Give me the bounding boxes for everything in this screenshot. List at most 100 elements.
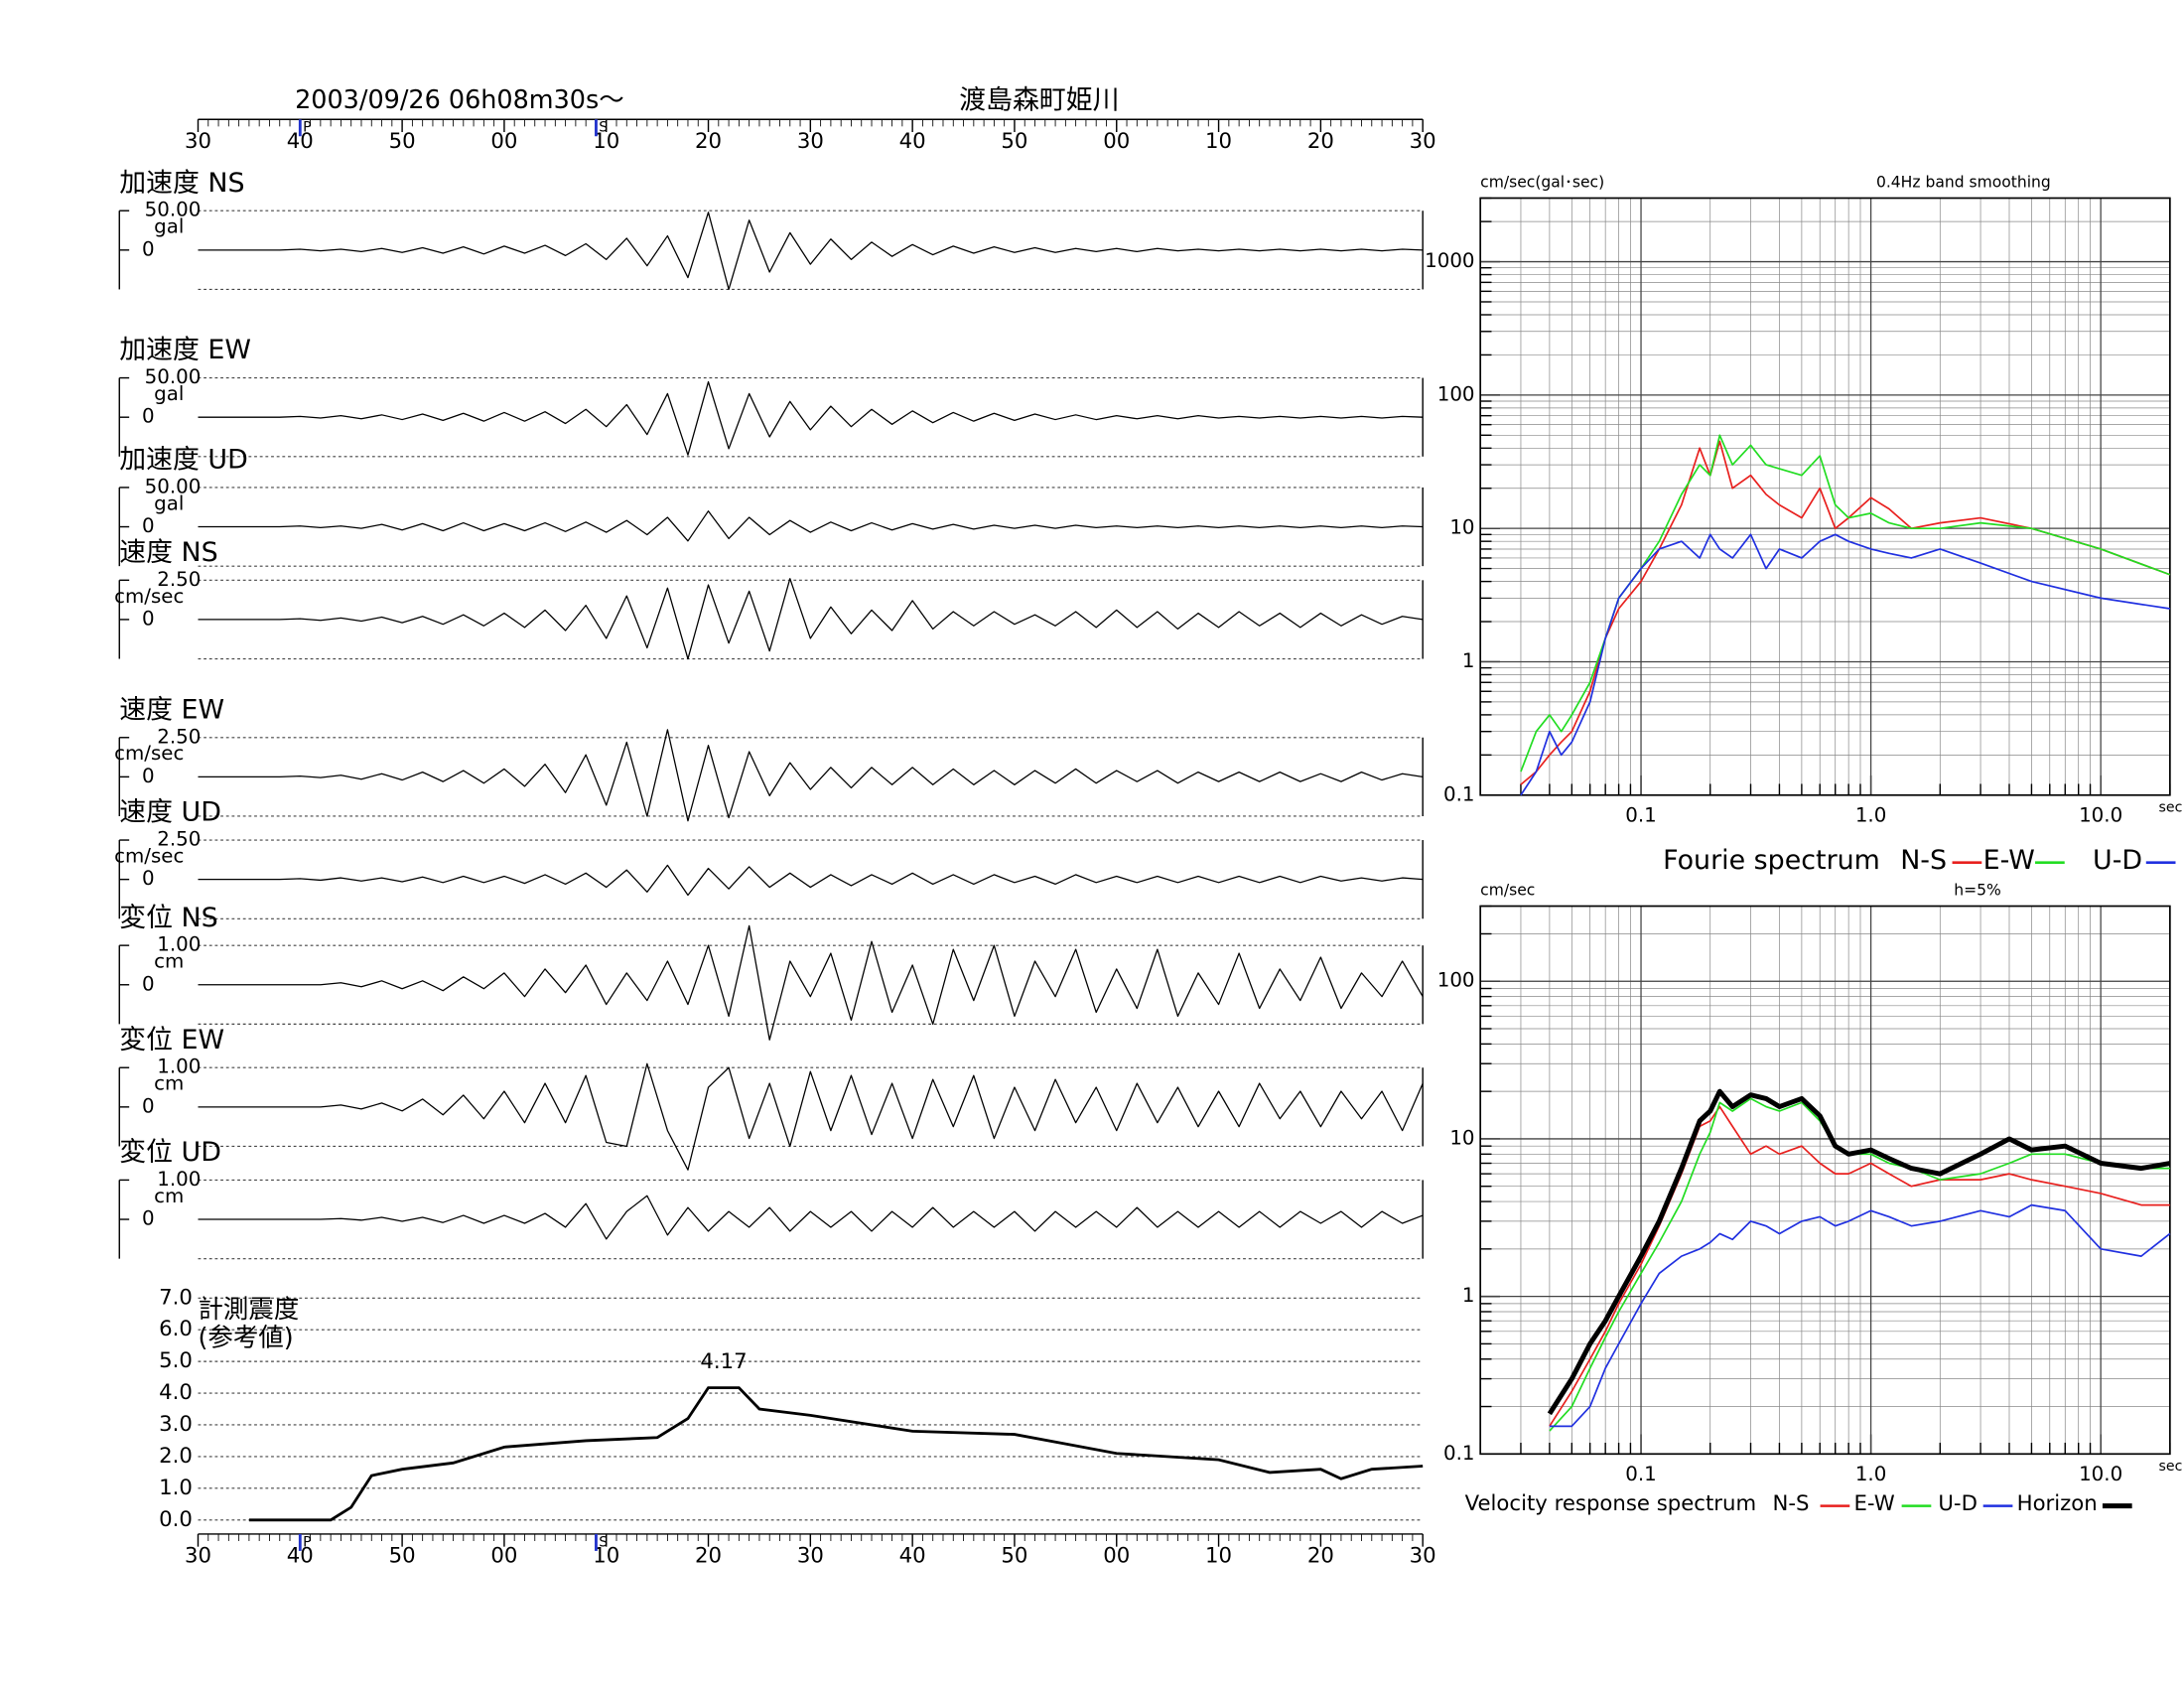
panel-tick-label: 0 [142, 514, 155, 537]
record-title: 2003/09/26 06h08m30s〜 [295, 85, 624, 115]
time-tick-label: 50 [1001, 1544, 1027, 1569]
phase-label: P [303, 120, 312, 136]
y-tick-label: 1 [1462, 1284, 1475, 1307]
x-tick-label: 0.1 [1625, 1463, 1656, 1485]
panel-unit: cm [154, 1072, 184, 1095]
y-tick-label: 7.0 [159, 1285, 193, 1310]
intensity-line [248, 1386, 1424, 1522]
time-tick-label: 30 [185, 129, 211, 154]
plot-frame [1479, 197, 2171, 796]
panel-name: 変位 EW [119, 1025, 224, 1055]
time-tick-label: 20 [1307, 1544, 1334, 1569]
panel-tick-label: 0 [142, 607, 155, 630]
time-tick-label: 10 [1205, 1544, 1232, 1569]
time-tick-label: 50 [1001, 129, 1027, 154]
spectrum-line [1547, 1088, 2171, 1416]
y-tick-label: 2.0 [159, 1444, 193, 1469]
time-tick-label: 30 [185, 1544, 211, 1569]
x-tick-label: 1.0 [1855, 1463, 1886, 1485]
waveform [198, 924, 1424, 1041]
time-tick-label: 50 [389, 129, 416, 154]
y-tick-label: 10 [1449, 516, 1474, 539]
waveform [198, 1062, 1424, 1171]
panel-unit: cm [154, 1185, 184, 1207]
x-tick-label: 10.0 [2079, 803, 2122, 826]
y-axis-label: cm/sec(gal･sec) [1480, 173, 1604, 191]
panel-tick-label: 0 [142, 972, 155, 995]
x-tick-label: 10.0 [2079, 1463, 2122, 1485]
time-tick-label: 00 [1103, 1544, 1130, 1569]
x-tick-label: 0.1 [1625, 803, 1656, 826]
x-tick-label: 1.0 [1855, 803, 1886, 826]
panel-name: 変位 UD [119, 1137, 221, 1168]
spectrum-line [1520, 440, 2171, 785]
waveform [198, 510, 1424, 542]
panel-tick-label: 0 [142, 867, 155, 890]
panel-unit: gal [154, 492, 184, 514]
panel-name: 速度 EW [119, 694, 224, 725]
y-tick-label: 0.0 [159, 1507, 193, 1532]
chart-title: Fourie spectrum [1663, 845, 1880, 876]
panel-tick-label: 1.00 [157, 1055, 201, 1078]
waveform [198, 1195, 1424, 1240]
panel-tick-label: 50.00 [145, 475, 202, 497]
station-name: 渡島森町姫川 [959, 84, 1119, 115]
time-tick-label: 00 [1103, 129, 1130, 154]
spectrum-line [1520, 434, 2171, 773]
panel-unit: gal [154, 215, 184, 238]
panel-name: 速度 NS [119, 537, 217, 568]
panel-tick-label: 2.50 [157, 568, 201, 591]
y-tick-label: 0.1 [1443, 1442, 1474, 1465]
y-axis-label: cm/sec [1480, 881, 1535, 899]
time-tick-label: 00 [490, 129, 517, 154]
panel-unit: cm [154, 950, 184, 973]
spectrum-line [1549, 1097, 2170, 1432]
legend-label: Horizon [2017, 1491, 2098, 1516]
chart-subtitle: (参考値) [198, 1323, 293, 1352]
spectrum-line [1520, 533, 2170, 796]
panel-name: 加速度 NS [119, 168, 244, 199]
legend-label: N-S [1772, 1491, 1809, 1516]
time-tick-label: 40 [899, 1544, 926, 1569]
waveform [198, 211, 1424, 291]
panel-tick-label: 50.00 [145, 199, 202, 221]
time-tick-label: 20 [695, 1544, 722, 1569]
peak-label: 4.17 [700, 1349, 747, 1374]
panel-name: 変位 NS [119, 903, 217, 933]
chart-title: 計測震度 [198, 1295, 299, 1325]
legend-label: U-D [2093, 845, 2142, 876]
legend-label: E-W [1983, 845, 2035, 876]
waveform [198, 729, 1424, 822]
plot-frame [1479, 905, 2171, 1456]
legend-label: N-S [1900, 845, 1947, 876]
x-axis-label: sec [2159, 799, 2183, 815]
legend-label: E-W [1854, 1491, 1895, 1516]
panel-unit: cm/sec [114, 845, 184, 868]
panel-tick-label: 0 [142, 765, 155, 787]
phase-label: P [303, 1534, 312, 1550]
time-tick-label: 40 [899, 129, 926, 154]
panel-unit: cm/sec [114, 585, 184, 608]
time-tick-label: 30 [797, 1544, 824, 1569]
spectrum-line [1549, 1105, 2170, 1427]
panel-tick-label: 0 [142, 1094, 155, 1117]
chart-title: Velocity response spectrum [1465, 1491, 1757, 1516]
panel-unit: cm/sec [114, 742, 184, 765]
panel-tick-label: 1.00 [157, 933, 201, 956]
y-tick-label: 100 [1437, 969, 1475, 992]
panel-name: 加速度 EW [119, 335, 251, 365]
time-tick-label: 00 [490, 1544, 517, 1569]
panel-tick-label: 2.50 [157, 828, 201, 851]
y-tick-label: 10 [1449, 1126, 1474, 1149]
phase-label: S [599, 120, 608, 136]
time-tick-label: 30 [1410, 1544, 1436, 1569]
y-tick-label: 1.0 [159, 1476, 193, 1500]
x-axis-label: sec [2159, 1459, 2183, 1475]
y-tick-label: 5.0 [159, 1348, 193, 1373]
annotation: 0.4Hz band smoothing [1876, 173, 2051, 191]
waveform [198, 380, 1424, 456]
y-tick-label: 0.1 [1443, 782, 1474, 805]
panel-tick-label: 0 [142, 405, 155, 428]
